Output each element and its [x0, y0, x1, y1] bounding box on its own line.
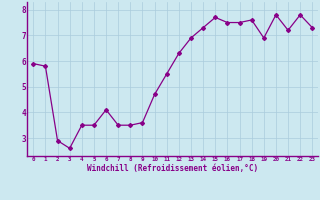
X-axis label: Windchill (Refroidissement éolien,°C): Windchill (Refroidissement éolien,°C): [87, 164, 258, 173]
